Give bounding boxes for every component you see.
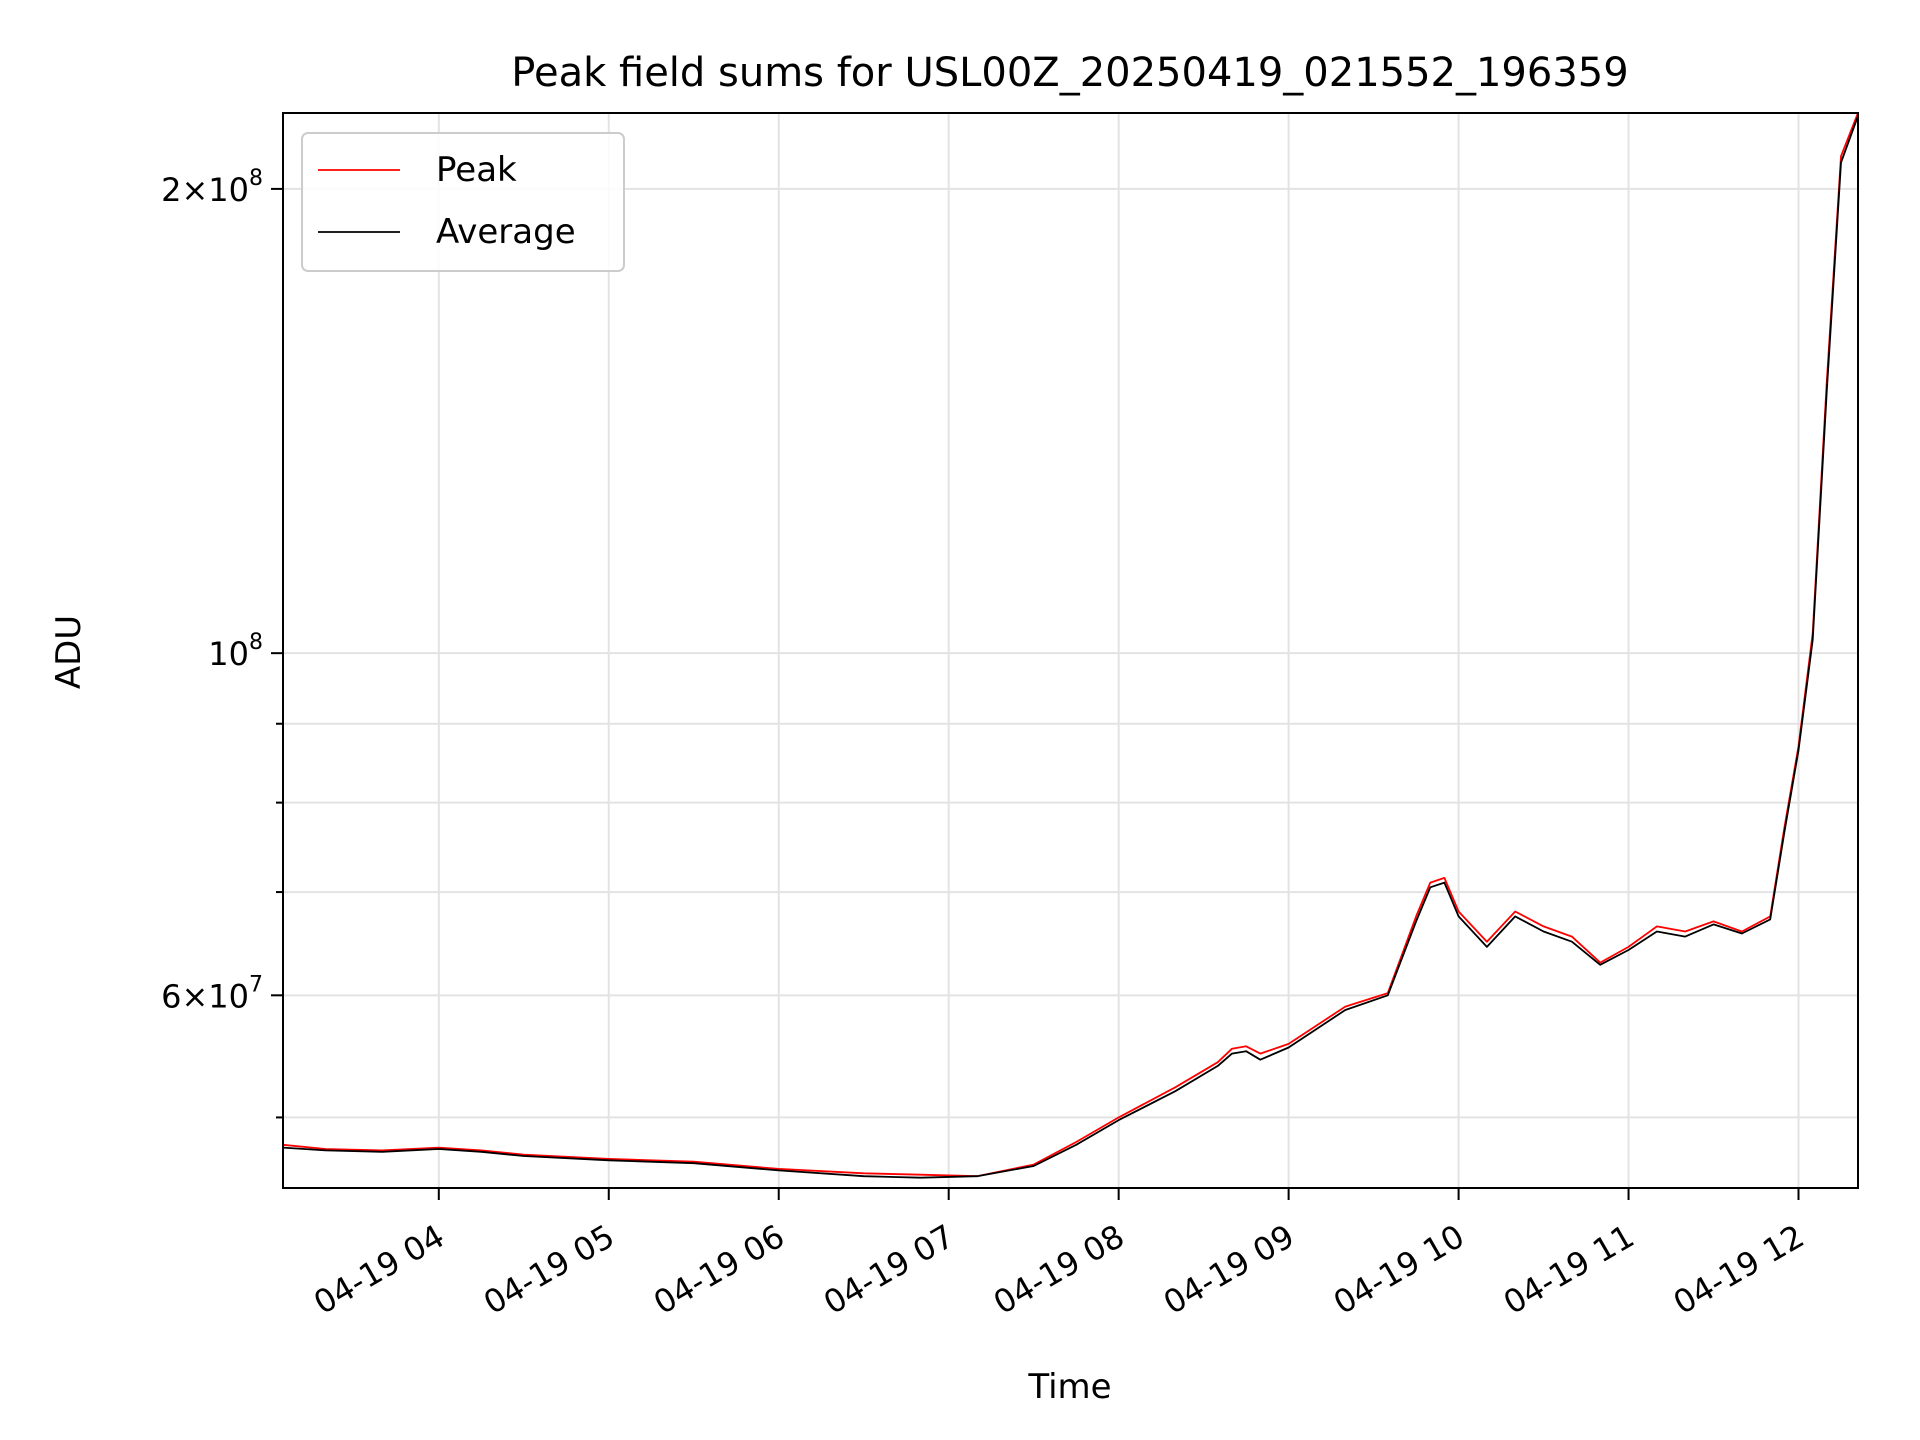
x-tick-label: 04-19 08 [987, 1217, 1131, 1322]
series-line-average [282, 115, 1859, 1179]
y-axis-label: ADU [49, 615, 89, 689]
legend-box [301, 132, 625, 272]
x-tick-label: 04-19 04 [307, 1217, 451, 1322]
y-tick-label: 6×107 [161, 972, 263, 1015]
legend-label: Peak [436, 150, 517, 190]
x-tick-label: 04-19 06 [647, 1217, 791, 1322]
chart-title: Peak field sums for USL00Z_20250419_0215… [511, 50, 1628, 96]
y-axis: 6×107 108 2×108 [161, 166, 283, 1119]
legend: Peak Average [301, 132, 625, 272]
y-tick-label: 108 [208, 630, 263, 673]
plot-frame [282, 112, 1859, 1189]
x-tick-label: 04-19 05 [477, 1217, 621, 1322]
x-tick-label: 04-19 11 [1497, 1217, 1641, 1322]
y-tick-label: 2×108 [161, 166, 263, 209]
plot-area [282, 112, 1859, 1179]
x-axis: 04-19 04 04-19 05 04-19 06 04-19 07 04-19 08… [307, 1188, 1811, 1322]
x-tick-label: 04-19 12 [1667, 1217, 1811, 1322]
series-line-peak [282, 112, 1859, 1178]
legend-label: Average [436, 212, 576, 252]
x-tick-label: 04-19 07 [817, 1217, 961, 1322]
x-tick-label: 04-19 09 [1157, 1217, 1301, 1322]
grid [283, 113, 1858, 1188]
x-axis-label: Time [1027, 1367, 1111, 1407]
x-tick-label: 04-19 10 [1327, 1217, 1471, 1322]
